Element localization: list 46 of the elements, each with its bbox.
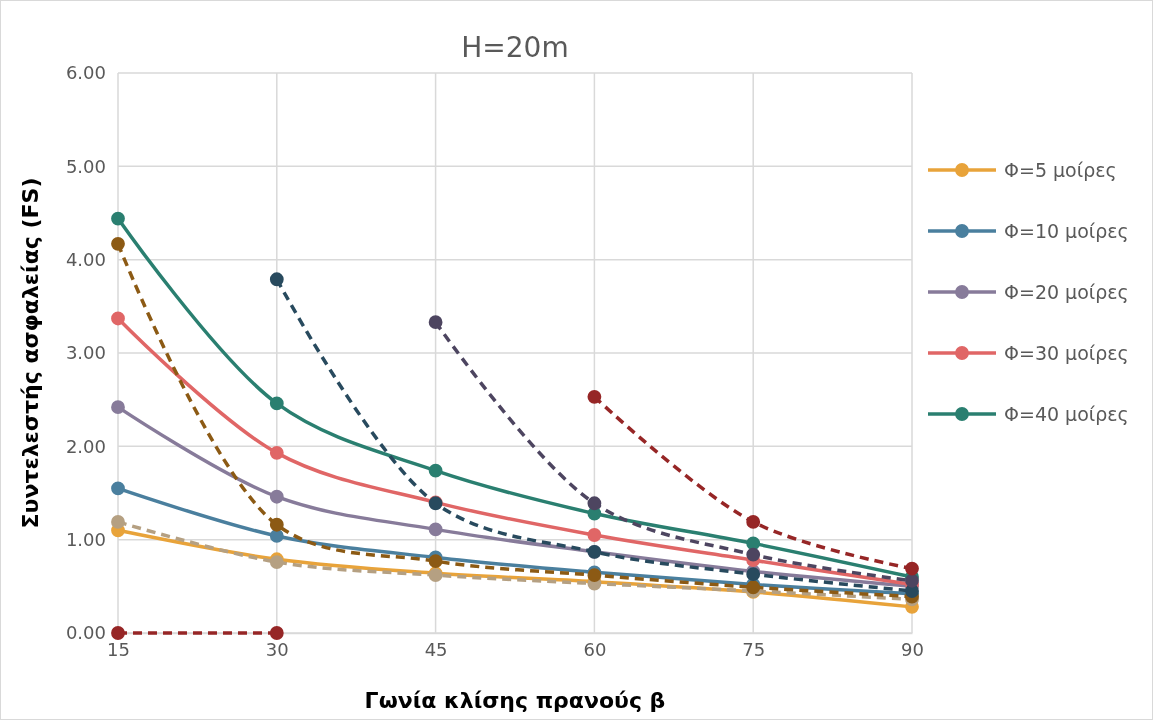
point — [111, 236, 125, 251]
point — [746, 547, 761, 562]
x-tick-label: 45 — [424, 638, 448, 660]
y-tick-label: 6.00 — [65, 62, 106, 84]
point — [111, 400, 125, 415]
legend-label: Φ=30 μοίρες — [1004, 342, 1129, 364]
point — [111, 211, 125, 226]
point — [269, 626, 284, 640]
point — [428, 463, 443, 478]
y-tick-label: 0.00 — [65, 622, 106, 644]
point — [111, 311, 125, 326]
legend-label: Φ=5 μοίρες — [1004, 159, 1117, 181]
point — [111, 626, 125, 640]
x-tick-label: 15 — [107, 638, 130, 660]
y-tick-label: 5.00 — [65, 155, 106, 177]
point — [428, 522, 443, 537]
legend-label: Φ=20 μοίρες — [1004, 281, 1129, 303]
y-tick-label: 1.00 — [65, 528, 106, 550]
x-tick-label: 30 — [265, 638, 289, 660]
point — [269, 489, 284, 504]
point — [269, 445, 284, 460]
chart-title: H=20m — [461, 31, 569, 64]
point — [269, 272, 284, 287]
point — [587, 496, 602, 511]
x-axis-title: Γωνία κλίσης πρανούς β — [364, 688, 666, 713]
y-axis-title: Συντελεστής ασφαλείας (FS) — [18, 177, 43, 529]
point — [111, 481, 125, 496]
point — [269, 529, 284, 543]
point — [746, 515, 761, 529]
y-tick-label: 3.00 — [65, 342, 106, 364]
x-tick-label: 60 — [583, 638, 607, 660]
point — [428, 554, 443, 569]
point — [905, 573, 919, 588]
y-tick-label: 2.00 — [65, 435, 106, 457]
point — [587, 528, 602, 542]
point — [905, 561, 919, 576]
point — [428, 315, 443, 330]
point — [269, 517, 284, 532]
y-tick-label: 4.00 — [65, 248, 106, 270]
point — [111, 515, 125, 529]
point — [587, 389, 602, 404]
x-tick-label: 90 — [901, 638, 924, 660]
x-tick-label: 75 — [742, 638, 766, 660]
legend-label: Φ=10 μοίρες — [1004, 220, 1129, 242]
point — [269, 396, 284, 411]
legend-label: Φ=40 μοίρες — [1004, 403, 1129, 425]
